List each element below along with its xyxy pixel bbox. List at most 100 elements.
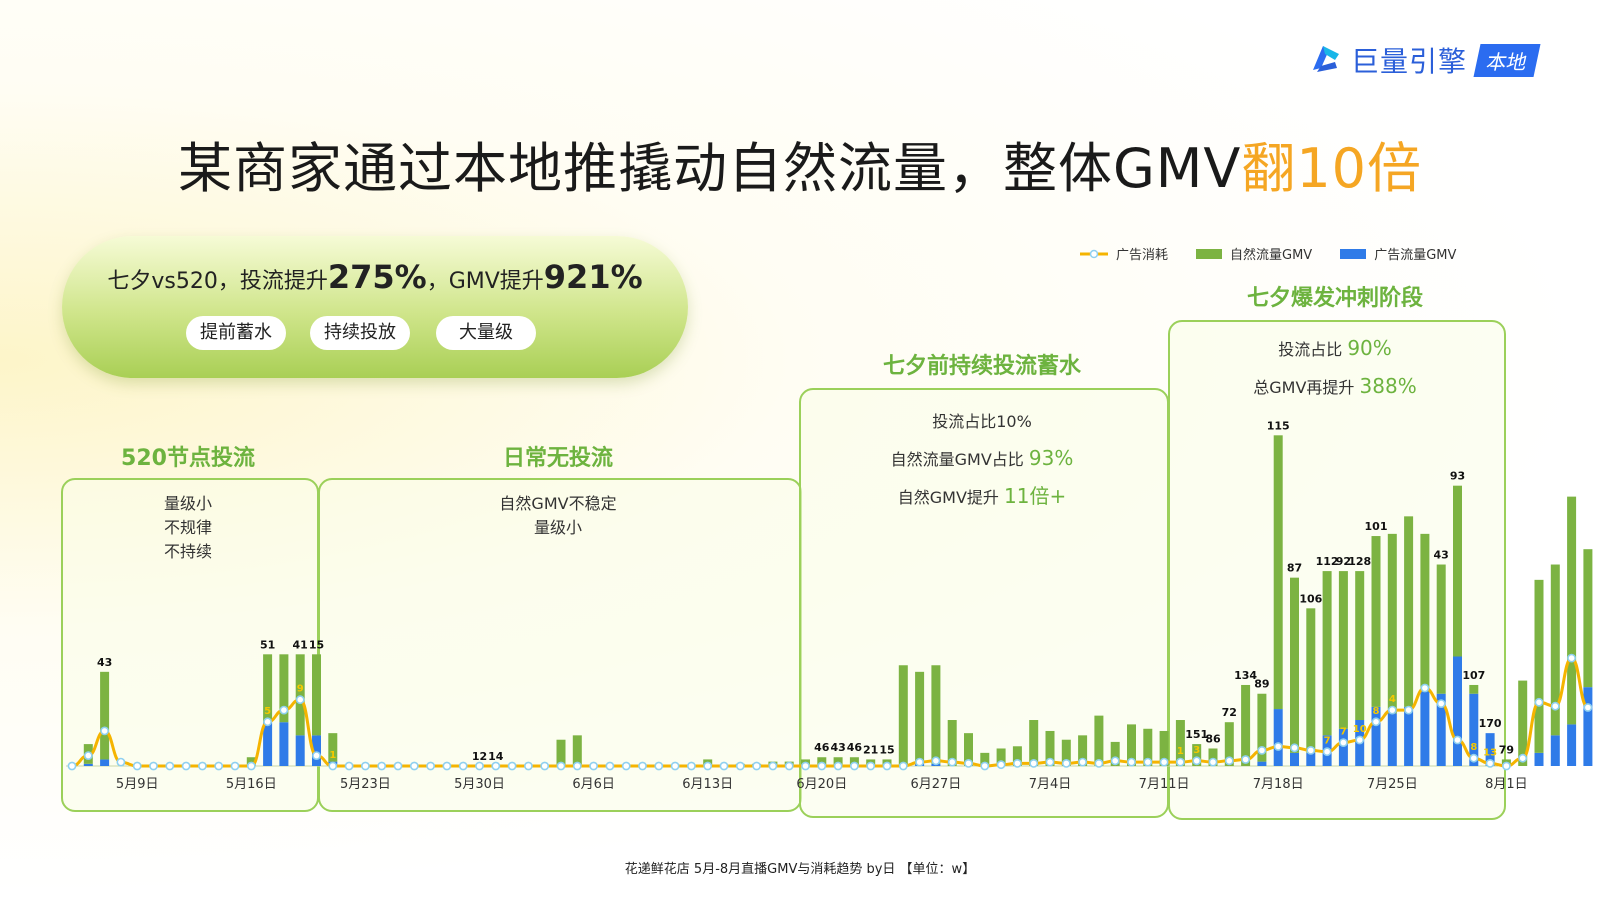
bar-value-label: 15 — [309, 638, 324, 651]
bar-natural-gmv — [1094, 715, 1104, 766]
legend-ad-gmv: 广告流量GMV — [1340, 244, 1456, 263]
ad-spend-point — [1387, 705, 1397, 715]
bar-natural-gmv — [1175, 720, 1185, 766]
bar-natural-gmv — [279, 654, 289, 723]
bar-ad-gmv — [1371, 706, 1381, 766]
bar-natural-gmv — [1404, 516, 1414, 707]
desc-line: 不持续 — [163, 542, 212, 561]
bar-natural-gmv — [1355, 571, 1365, 721]
bar-natural-gmv — [1453, 485, 1462, 657]
bar-value-label: 51 — [260, 638, 275, 651]
ad-spend-point — [1257, 746, 1267, 755]
ad-spend-point — [67, 761, 77, 771]
bar-natural-gmv — [1387, 533, 1397, 714]
x-tick-label: 7月18日 — [1253, 777, 1304, 792]
x-tick-label: 6月6日 — [572, 777, 615, 792]
bar-ad-gmv — [279, 722, 289, 766]
ad-spend-value-label: 9 — [297, 684, 304, 695]
bar-ad-gmv — [1583, 687, 1593, 766]
bar-ad-gmv — [1534, 752, 1544, 766]
desc-line: 自然流量GMV占比 93% — [890, 446, 1074, 470]
ad-spend-point — [784, 761, 794, 771]
bar-value-label: 43 — [1434, 549, 1449, 562]
legend-label-ad-spend: 广告消耗 — [1116, 248, 1169, 263]
ad-spend-point — [1355, 735, 1365, 745]
x-tick-label: 8月1日 — [1485, 777, 1528, 792]
bar-ad-gmv — [1436, 693, 1446, 766]
bar-natural-gmv — [1061, 739, 1071, 766]
ad-spend-value-label: 1 — [1177, 746, 1184, 757]
tag-large-volume: 大量级 — [436, 316, 536, 350]
ad-spend-point — [328, 761, 338, 771]
x-tick-label: 5月9日 — [116, 777, 159, 792]
page-title-main: 某商家通过本地推撬动自然流量，整体GMV — [177, 137, 1242, 200]
summary-gmv-increase: 921% — [543, 258, 643, 296]
ad-spend-point — [1290, 743, 1299, 753]
x-tick-label: 6月27日 — [910, 777, 961, 792]
bar-natural-gmv — [1518, 680, 1528, 766]
bar-ad-gmv — [1306, 752, 1316, 766]
desc-line: 不规律 — [163, 518, 212, 537]
desc-line: 总GMV再提升 388% — [1253, 374, 1417, 398]
brand-logo: 巨量引擎 本地 — [1305, 40, 1541, 80]
legend-swatch-natural — [1196, 248, 1223, 259]
ad-spend-point — [1371, 717, 1381, 727]
ad-spend-point — [1485, 759, 1495, 768]
ad-spend-point — [409, 761, 419, 771]
bar-natural-gmv — [1338, 571, 1348, 729]
bar-ad-gmv — [1257, 761, 1267, 766]
ad-spend-point — [850, 761, 859, 771]
bar-value-label: 43 — [830, 741, 845, 754]
desc-line: 量级小 — [533, 518, 582, 537]
x-tick-label: 7月11日 — [1139, 777, 1190, 792]
ad-spend-point — [915, 757, 924, 767]
ad-spend-point — [1045, 757, 1055, 767]
ad-spend-point — [1583, 703, 1593, 712]
bar-natural-gmv — [263, 654, 273, 723]
bar-natural-gmv — [1192, 744, 1202, 766]
bar-value-label: 12 — [472, 750, 487, 763]
bar-natural-gmv — [1078, 735, 1088, 766]
bar-natural-gmv — [1012, 746, 1022, 766]
ad-spend-point — [165, 761, 175, 771]
bar-natural-gmv — [1469, 684, 1479, 694]
ad-spend-point — [377, 761, 387, 771]
summary-middle: ，GMV提升 — [426, 269, 544, 294]
bar-natural-gmv — [1045, 730, 1055, 766]
summary-prefix: 七夕vs520，投流提升 — [107, 269, 328, 294]
ad-spend-point — [654, 761, 664, 771]
bar-natural-gmv — [1550, 564, 1560, 736]
ad-spend-value-label: 13 — [1483, 747, 1497, 758]
bar-value-label: 128 — [1348, 555, 1371, 568]
bar-value-label: 134 — [1234, 669, 1257, 682]
ad-spend-point — [116, 757, 126, 767]
ad-spend-point — [360, 761, 370, 771]
bar-value-label: 170 — [1479, 717, 1502, 730]
bar-ad-gmv — [1485, 733, 1495, 766]
ad-spend-point — [312, 751, 321, 760]
ad-spend-value-label: 3 — [1193, 745, 1200, 756]
bar-natural-gmv — [1290, 577, 1299, 753]
ad-spend-value-label: 7 — [1324, 736, 1331, 747]
ad-spend-point — [589, 761, 598, 771]
ad-spend-point — [507, 761, 517, 771]
bar-natural-gmv — [964, 733, 973, 766]
ad-spend-point — [1110, 756, 1120, 766]
ad-spend-point — [197, 761, 207, 771]
bar-ad-gmv — [1550, 735, 1560, 766]
ad-spend-point — [230, 761, 240, 771]
bar-value-label: 101 — [1365, 520, 1388, 533]
ad-spend-point — [1224, 756, 1234, 766]
ad-spend-point — [458, 761, 468, 771]
bar-value-label: 92 — [1336, 555, 1351, 568]
ad-spend-value-label: 8 — [1373, 706, 1380, 717]
phase-title-prestore: 七夕前持续投流蓄水 — [882, 354, 1081, 379]
legend-label-natural-gmv: 自然流量GMV — [1230, 248, 1313, 263]
bar-ad-gmv — [1338, 728, 1348, 766]
ad-spend-point — [263, 717, 272, 727]
bar-natural-gmv — [1143, 728, 1153, 766]
ad-spend-point — [1339, 738, 1348, 747]
x-tick-label: 6月13日 — [682, 777, 733, 792]
ad-spend-point — [295, 695, 305, 705]
ad-spend-point — [1322, 747, 1332, 757]
